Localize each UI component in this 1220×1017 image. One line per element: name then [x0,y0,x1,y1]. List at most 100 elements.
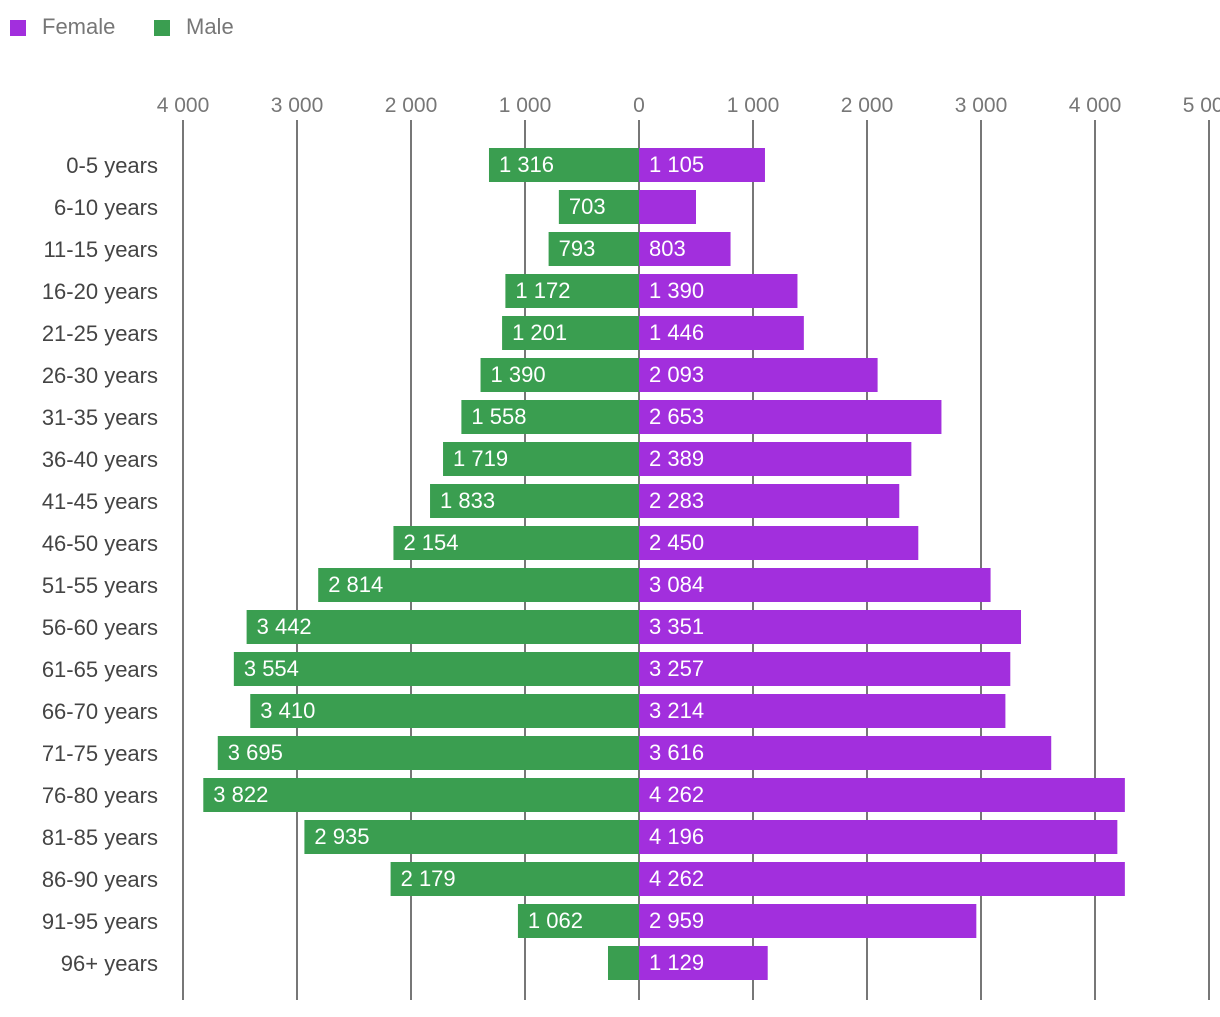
category-label: 56-60 years [42,615,158,640]
x-tick-label: 0 [633,94,645,117]
bar-female[interactable] [639,904,977,938]
bar-female[interactable] [639,610,1022,644]
bar-female[interactable] [639,862,1125,896]
data-label-male: 1 316 [499,152,554,177]
category-label: 21-25 years [42,321,158,346]
bar-female[interactable] [639,736,1052,770]
bar-female[interactable] [639,400,942,434]
bar-female[interactable] [639,778,1125,812]
category-label: 11-15 years [43,237,158,262]
data-label-male: 703 [569,194,606,219]
data-label-female: 3 616 [649,740,704,765]
data-label-female: 1 446 [649,320,704,345]
category-label: 31-35 years [42,405,158,430]
data-label-female: 1 105 [649,152,704,177]
data-label-female: 1 129 [649,950,704,975]
bar-male[interactable] [461,400,639,434]
data-label-female: 2 959 [649,908,704,933]
data-label-male: 1 201 [512,320,567,345]
bar-male[interactable] [558,190,639,224]
bars: 1 316 1 105 703 793 803 1 172 1 390 1 201 1 446 1… [203,148,1125,980]
data-label-female: 2 450 [649,530,704,555]
category-label: 81-85 years [42,825,158,850]
bar-male[interactable] [548,232,639,266]
bar-female[interactable] [639,190,696,224]
data-label-male: 1 390 [491,362,546,387]
data-label-female: 2 093 [649,362,704,387]
bar-female[interactable] [639,568,991,602]
bar-female[interactable] [639,526,919,560]
data-label-female: 4 262 [649,782,704,807]
data-label-female: 2 653 [649,404,704,429]
bar-male[interactable] [390,862,639,896]
bar-male[interactable] [318,568,639,602]
data-label-male: 3 410 [260,698,315,723]
bar-female[interactable] [639,946,768,980]
category-label: 71-75 years [42,741,158,766]
bar-male[interactable] [304,820,639,854]
bar-male[interactable] [443,442,639,476]
legend: Female Male [10,14,234,39]
x-tick-label: 1 000 [499,94,552,117]
data-label-female: 3 214 [649,698,704,723]
category-label: 96+ years [61,951,158,976]
bar-male[interactable] [480,358,639,392]
bar-female[interactable] [639,274,798,308]
data-label-female: 4 196 [649,824,704,849]
bar-female[interactable] [639,148,765,182]
bar-female[interactable] [639,442,912,476]
bar-female[interactable] [639,694,1006,728]
category-label: 66-70 years [42,699,158,724]
bar-female[interactable] [639,484,900,518]
bar-male[interactable] [607,946,639,980]
data-label-female: 2 389 [649,446,704,471]
x-tick-label: 2 000 [385,94,438,117]
data-label-female: 4 262 [649,866,704,891]
bar-male[interactable] [250,694,639,728]
x-tick-label: 5 000 [1183,94,1220,117]
data-label-male: 2 179 [401,866,456,891]
legend-swatch-female [10,20,26,36]
category-label: 76-80 years [42,783,158,808]
data-label-female: 803 [649,236,686,261]
bar-male[interactable] [517,904,639,938]
category-label: 61-65 years [42,657,158,682]
x-tick-label: 4 000 [157,94,210,117]
x-axis-ticks: 4 000 3 000 2 000 1 000 0 1 000 2 000 3 000 4 00… [157,94,1220,117]
category-label: 16-20 years [42,279,158,304]
data-label-male: 3 554 [244,656,299,681]
category-label: 91-95 years [42,909,158,934]
data-label-male: 1 558 [471,404,526,429]
x-tick-label: 3 000 [955,94,1008,117]
data-label-female: 3 351 [649,614,704,639]
legend-label-female[interactable]: Female [42,14,115,39]
x-tick-label: 1 000 [727,94,780,117]
bar-male[interactable] [217,736,639,770]
legend-swatch-male [154,20,170,36]
bar-female[interactable] [639,820,1118,854]
data-label-female: 1 390 [649,278,704,303]
bar-female[interactable] [639,358,878,392]
bar-male[interactable] [203,778,640,812]
bar-female[interactable] [639,652,1011,686]
bar-male[interactable] [393,526,639,560]
x-tick-label: 4 000 [1069,94,1122,117]
data-label-male: 1 172 [515,278,570,303]
bar-female[interactable] [639,232,731,266]
data-label-male: 1 719 [453,446,508,471]
category-label: 26-30 years [42,363,158,388]
bar-male[interactable] [505,274,639,308]
data-label-male: 1 833 [440,488,495,513]
data-label-male: 3 695 [228,740,283,765]
bar-male[interactable] [502,316,639,350]
bar-male[interactable] [488,148,639,182]
data-label-male: 2 814 [328,572,383,597]
data-label-male: 1 062 [528,908,583,933]
legend-label-male[interactable]: Male [186,14,234,39]
bar-female[interactable] [639,316,804,350]
bar-male[interactable] [430,484,639,518]
data-label-female: 3 084 [649,572,704,597]
bar-male[interactable] [233,652,639,686]
bar-male[interactable] [246,610,639,644]
data-label-male: 3 442 [257,614,312,639]
